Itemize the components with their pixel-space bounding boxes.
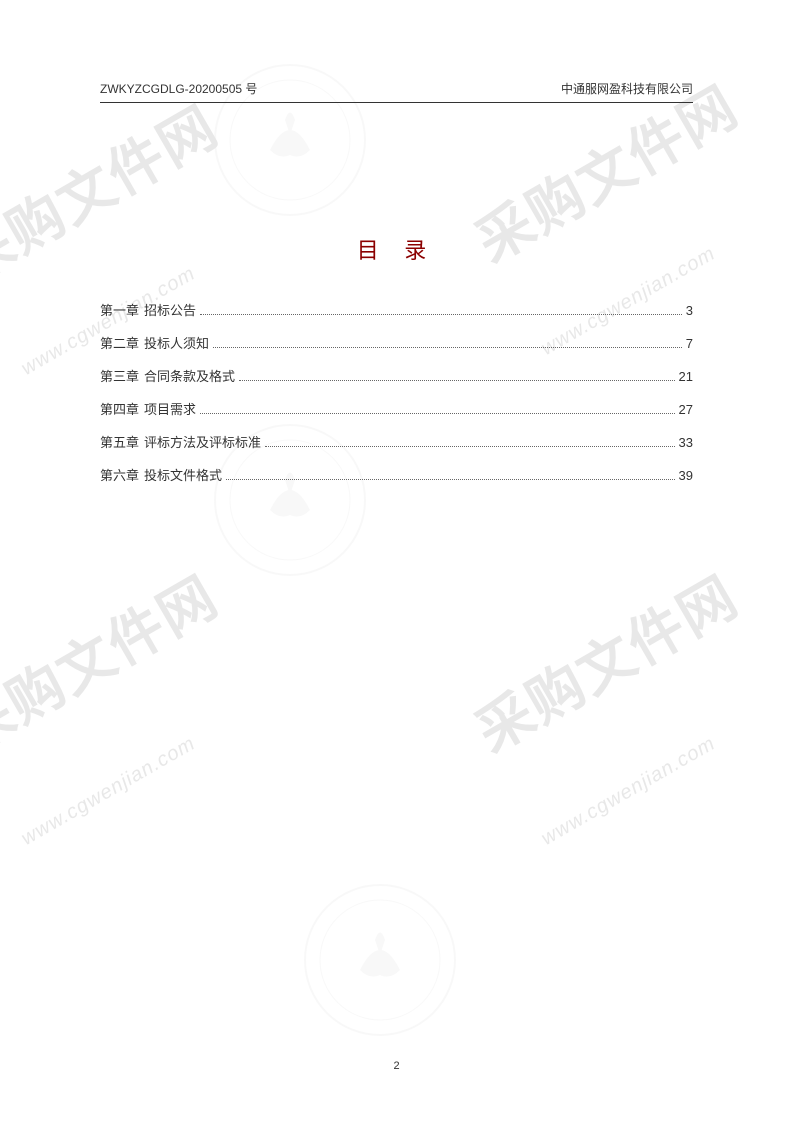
toc-chapter-name: 投标人须知 (144, 333, 209, 352)
toc-page-number: 33 (679, 435, 693, 450)
toc-leader-dots (226, 479, 675, 480)
toc-chapter-name: 投标文件格式 (144, 465, 222, 484)
company-name: 中通服网盈科技有限公司 (561, 80, 693, 97)
toc-chapter-label: 第六章 (100, 465, 139, 484)
toc-chapter-label: 第一章 (100, 300, 139, 319)
toc-title: 目 录 (100, 233, 693, 265)
toc-page-number: 27 (679, 402, 693, 417)
table-of-contents: 第一章 招标公告 3 第二章 投标人须知 7 第三章 合同条款及格式 21 第四… (100, 300, 693, 484)
toc-chapter-name: 招标公告 (144, 300, 196, 319)
toc-chapter-name: 项目需求 (144, 399, 196, 418)
toc-leader-dots (239, 380, 675, 381)
toc-entry: 第五章 评标方法及评标标准 33 (100, 432, 693, 451)
toc-chapter-label: 第三章 (100, 366, 139, 385)
document-number: ZWKYZCGDLG-20200505 号 (100, 80, 257, 97)
toc-chapter-label: 第五章 (100, 432, 139, 451)
toc-page-number: 3 (686, 303, 693, 318)
toc-leader-dots (265, 446, 675, 447)
toc-entry: 第四章 项目需求 27 (100, 399, 693, 418)
toc-entry: 第六章 投标文件格式 39 (100, 465, 693, 484)
toc-entry: 第三章 合同条款及格式 21 (100, 366, 693, 385)
toc-page-number: 21 (679, 369, 693, 384)
toc-chapter-label: 第四章 (100, 399, 139, 418)
toc-chapter-name: 合同条款及格式 (144, 366, 235, 385)
toc-chapter-name: 评标方法及评标标准 (144, 432, 261, 451)
toc-leader-dots (213, 347, 682, 348)
toc-page-number: 39 (679, 468, 693, 483)
toc-leader-dots (200, 314, 682, 315)
page-number: 2 (0, 1060, 793, 1072)
page-header: ZWKYZCGDLG-20200505 号 中通服网盈科技有限公司 (100, 80, 693, 103)
toc-page-number: 7 (686, 336, 693, 351)
toc-leader-dots (200, 413, 675, 414)
toc-entry: 第二章 投标人须知 7 (100, 333, 693, 352)
toc-chapter-label: 第二章 (100, 333, 139, 352)
toc-entry: 第一章 招标公告 3 (100, 300, 693, 319)
